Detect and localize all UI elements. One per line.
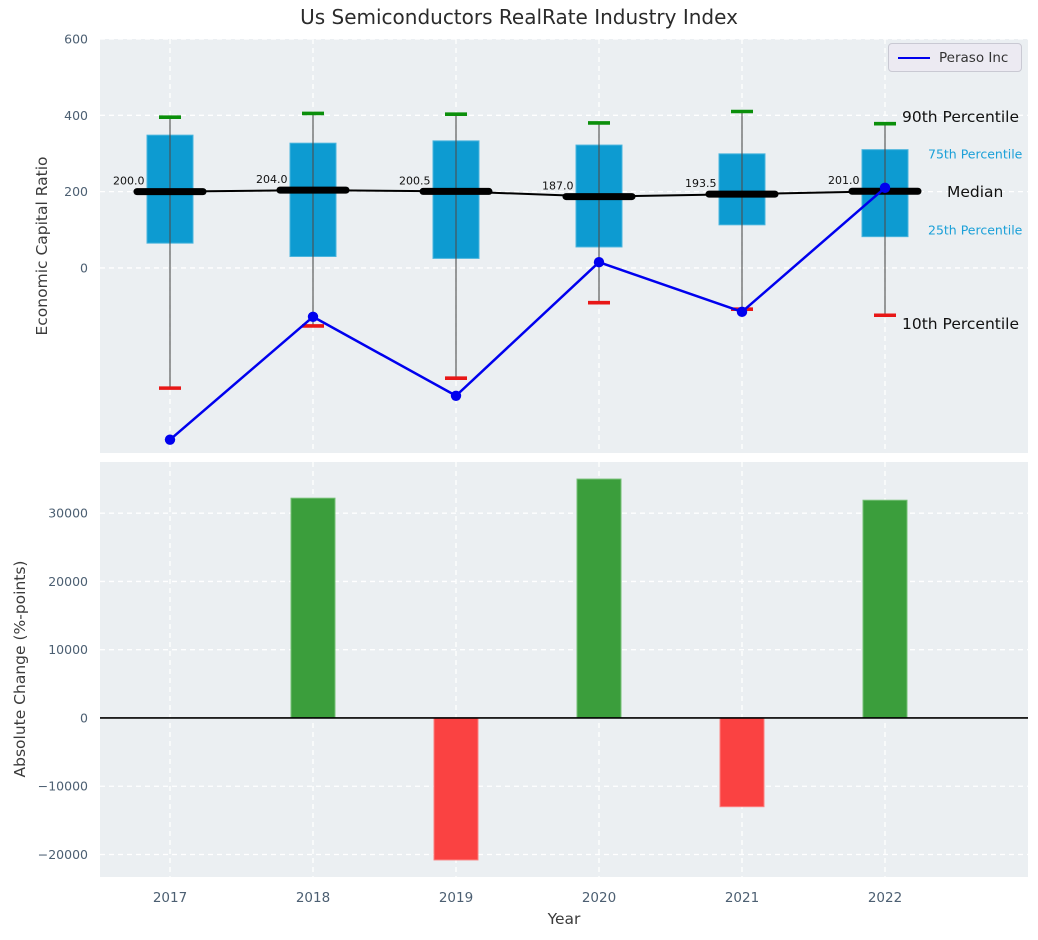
bottom-ytick-label: 20000 xyxy=(48,574,88,589)
peraso-marker xyxy=(307,311,319,322)
year-tick-label: 2020 xyxy=(582,890,616,906)
median-value-label: 200.0 xyxy=(113,175,145,188)
x-axis-label: Year xyxy=(547,910,581,928)
median-value-label: 193.5 xyxy=(685,177,717,190)
top-ytick-label: 400 xyxy=(64,108,88,123)
bottom-ytick-label: −10000 xyxy=(38,779,88,794)
legend: Peraso Inc xyxy=(888,43,1022,72)
median-value-label: 187.0 xyxy=(542,180,574,193)
chart-title: Us Semiconductors RealRate Industry Inde… xyxy=(300,5,738,29)
top-y-axis-label: Economic Capital Ratio xyxy=(33,156,51,336)
bottom-y-axis-label: Absolute Change (%-points) xyxy=(11,560,29,778)
annotation-25th-percentile: 25th Percentile xyxy=(928,222,1023,238)
legend-label: Peraso Inc xyxy=(939,49,1009,66)
year-tick-label: 2021 xyxy=(725,890,759,906)
median-value-label: 200.5 xyxy=(399,174,431,187)
top-plot-area xyxy=(100,39,1028,453)
peraso-marker xyxy=(450,390,462,401)
peraso-marker xyxy=(164,434,176,445)
year-tick-label: 2019 xyxy=(439,890,473,906)
annotation-10th-percentile: 10th Percentile xyxy=(902,315,1020,333)
peraso-marker xyxy=(593,257,605,268)
top-ytick-label: 200 xyxy=(64,184,88,199)
year-tick-label: 2022 xyxy=(868,890,902,906)
bottom-ytick-label: 10000 xyxy=(48,642,88,657)
peraso-line xyxy=(169,186,886,441)
annotation-75th-percentile: 75th Percentile xyxy=(928,146,1023,162)
year-tick-label: 2018 xyxy=(296,890,330,906)
median-value-label: 201.0 xyxy=(828,174,860,187)
bottom-ytick-label: 0 xyxy=(80,710,88,725)
bar-negative xyxy=(433,717,479,861)
legend-line-sample-icon xyxy=(898,56,930,59)
bottom-ytick-label: −20000 xyxy=(38,847,88,862)
top-ytick-label: 600 xyxy=(64,32,88,47)
bar-negative xyxy=(719,717,765,808)
bottom-ytick-label: 30000 xyxy=(48,506,88,521)
bar-positive xyxy=(290,497,336,719)
median-value-label: 204.0 xyxy=(256,173,288,186)
bar-positive xyxy=(576,478,622,719)
bar-positive xyxy=(862,499,908,719)
annotation-median: Median xyxy=(947,183,1004,201)
year-tick-label: 2017 xyxy=(153,890,187,906)
annotation-90th-percentile: 90th Percentile xyxy=(902,108,1020,126)
top-ytick-label: 0 xyxy=(80,260,88,275)
peraso-marker xyxy=(879,182,891,194)
peraso-marker xyxy=(736,306,748,318)
